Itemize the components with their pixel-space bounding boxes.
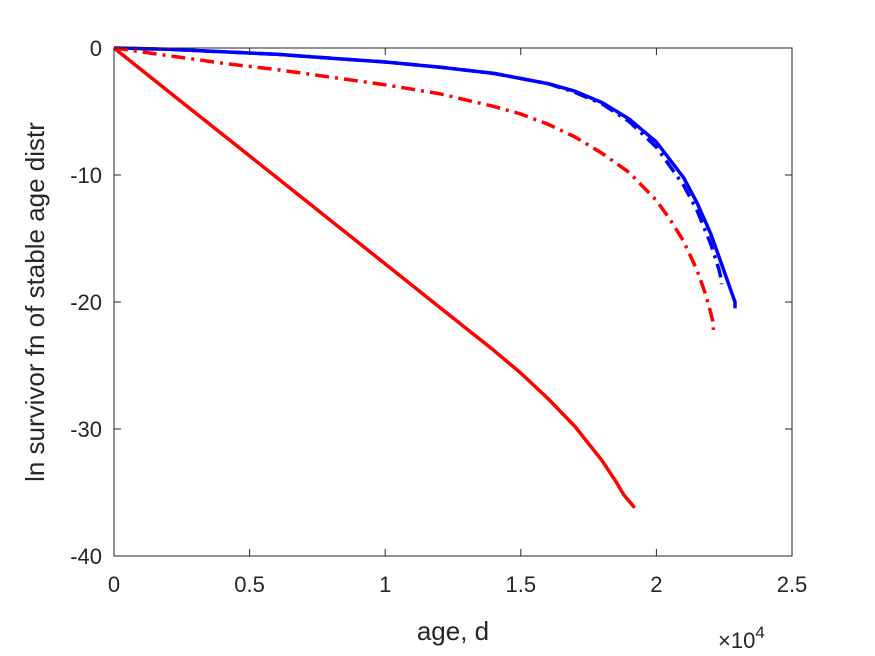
x-tick-label: 2 [650, 572, 662, 597]
plot-area [114, 48, 792, 556]
axes-layer [113, 47, 793, 557]
x-tick-label: 2.5 [777, 572, 808, 597]
x-axis-multiplier: ×104 [718, 623, 765, 653]
x-axis-multiplier-base: ×10 [718, 628, 755, 653]
series-layer [112, 46, 737, 509]
y-axis-label: ln survivor fn of stable age distr [20, 122, 50, 482]
y-tick-label: -10 [70, 163, 102, 188]
series-line-4 [112, 46, 637, 509]
x-tick-label: 1.5 [506, 572, 537, 597]
y-tick-label: -40 [70, 544, 102, 569]
y-tick-label: -20 [70, 290, 102, 315]
x-tick-label: 1 [379, 572, 391, 597]
x-tick-label: 0 [108, 572, 120, 597]
x-tick-labels: 0 0.5 1 1.5 2 2.5 [108, 572, 807, 597]
x-tick-label: 0.5 [234, 572, 265, 597]
series-line-2 [113, 46, 724, 285]
y-tick-label: 0 [90, 36, 102, 61]
series-line-3 [113, 46, 716, 330]
y-tick-label: -30 [70, 417, 102, 442]
x-axis-multiplier-exponent: 4 [755, 623, 764, 642]
x-axis-label: age, d [417, 616, 489, 646]
y-tick-labels: 0 -10 -20 -30 -40 [70, 36, 102, 569]
